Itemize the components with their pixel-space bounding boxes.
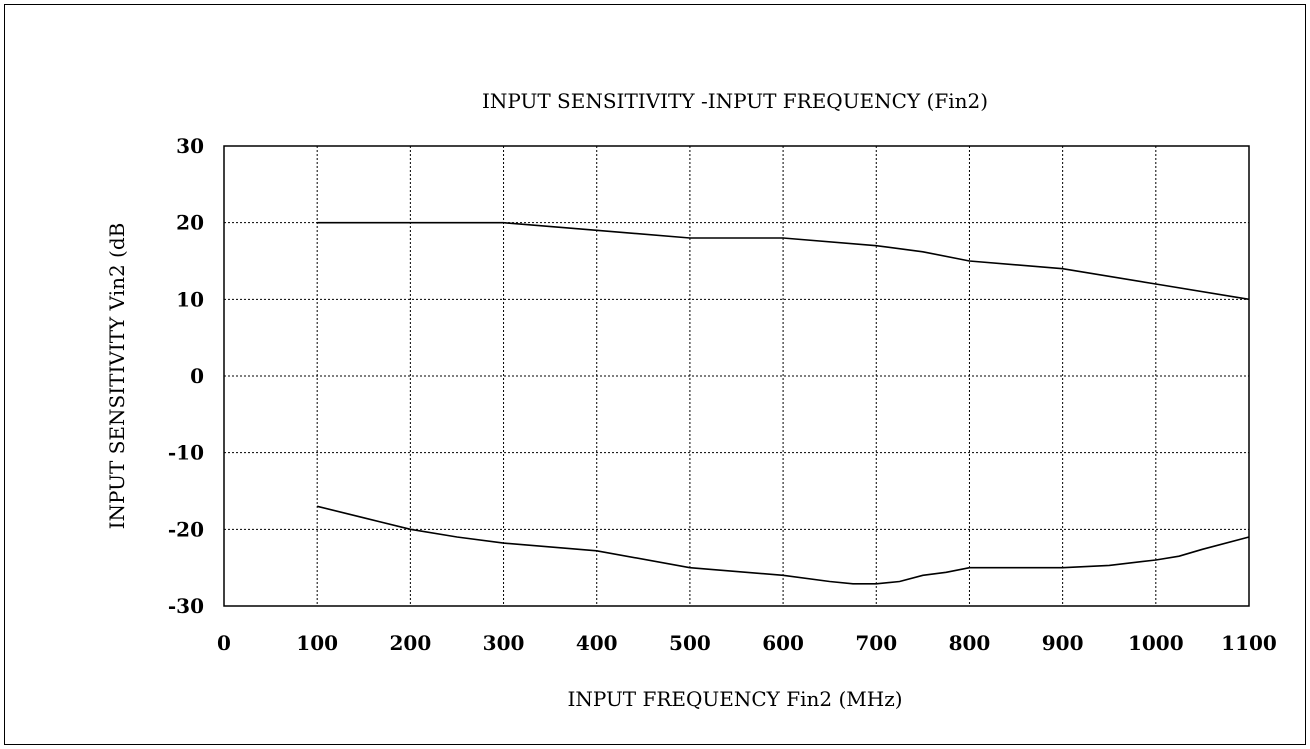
- x-tick-label: 0: [217, 631, 231, 655]
- y-tick-labels: 30 20 10 0 -10 -20 -30: [168, 134, 204, 618]
- x-tick-label: 900: [1042, 631, 1084, 655]
- series-line-2: [317, 505, 1250, 585]
- x-tick-label: 600: [762, 631, 804, 655]
- chart-title: INPUT SENSITIVITY -INPUT FREQUENCY (Fin2…: [482, 89, 988, 113]
- y-tick-label: 20: [176, 211, 204, 235]
- y-tick-label: -10: [168, 441, 204, 465]
- x-tick-label: 700: [855, 631, 897, 655]
- x-tick-labels: 0 100 200 300 400 500 600 700 800 900 1000 1100: [217, 631, 1277, 655]
- x-tick-label: 100: [296, 631, 338, 655]
- chart-frame: [4, 4, 1306, 745]
- x-axis-title: INPUT FREQUENCY Fin2 (MHz): [567, 687, 902, 711]
- x-tick-label: 500: [669, 631, 711, 655]
- plot-area-border: [223, 145, 1250, 607]
- y-tick-label: -20: [168, 517, 204, 541]
- series-group: [317, 221, 1250, 585]
- y-tick-label: 10: [176, 287, 204, 311]
- x-tick-label: 800: [949, 631, 991, 655]
- y-tick-label: 0: [190, 364, 204, 388]
- x-tick-label: 1000: [1128, 631, 1184, 655]
- grid: [224, 146, 1249, 606]
- x-tick-label: 200: [389, 631, 431, 655]
- y-tick-label: -30: [168, 594, 204, 618]
- x-tick-label: 1100: [1221, 631, 1277, 655]
- x-tick-label: 400: [576, 631, 618, 655]
- y-tick-label: 30: [176, 134, 204, 158]
- x-tick-label: 300: [483, 631, 525, 655]
- series-line-1: [317, 221, 1250, 301]
- y-axis-title: INPUT SENSITIVITY Vin2 (dB: [105, 223, 129, 530]
